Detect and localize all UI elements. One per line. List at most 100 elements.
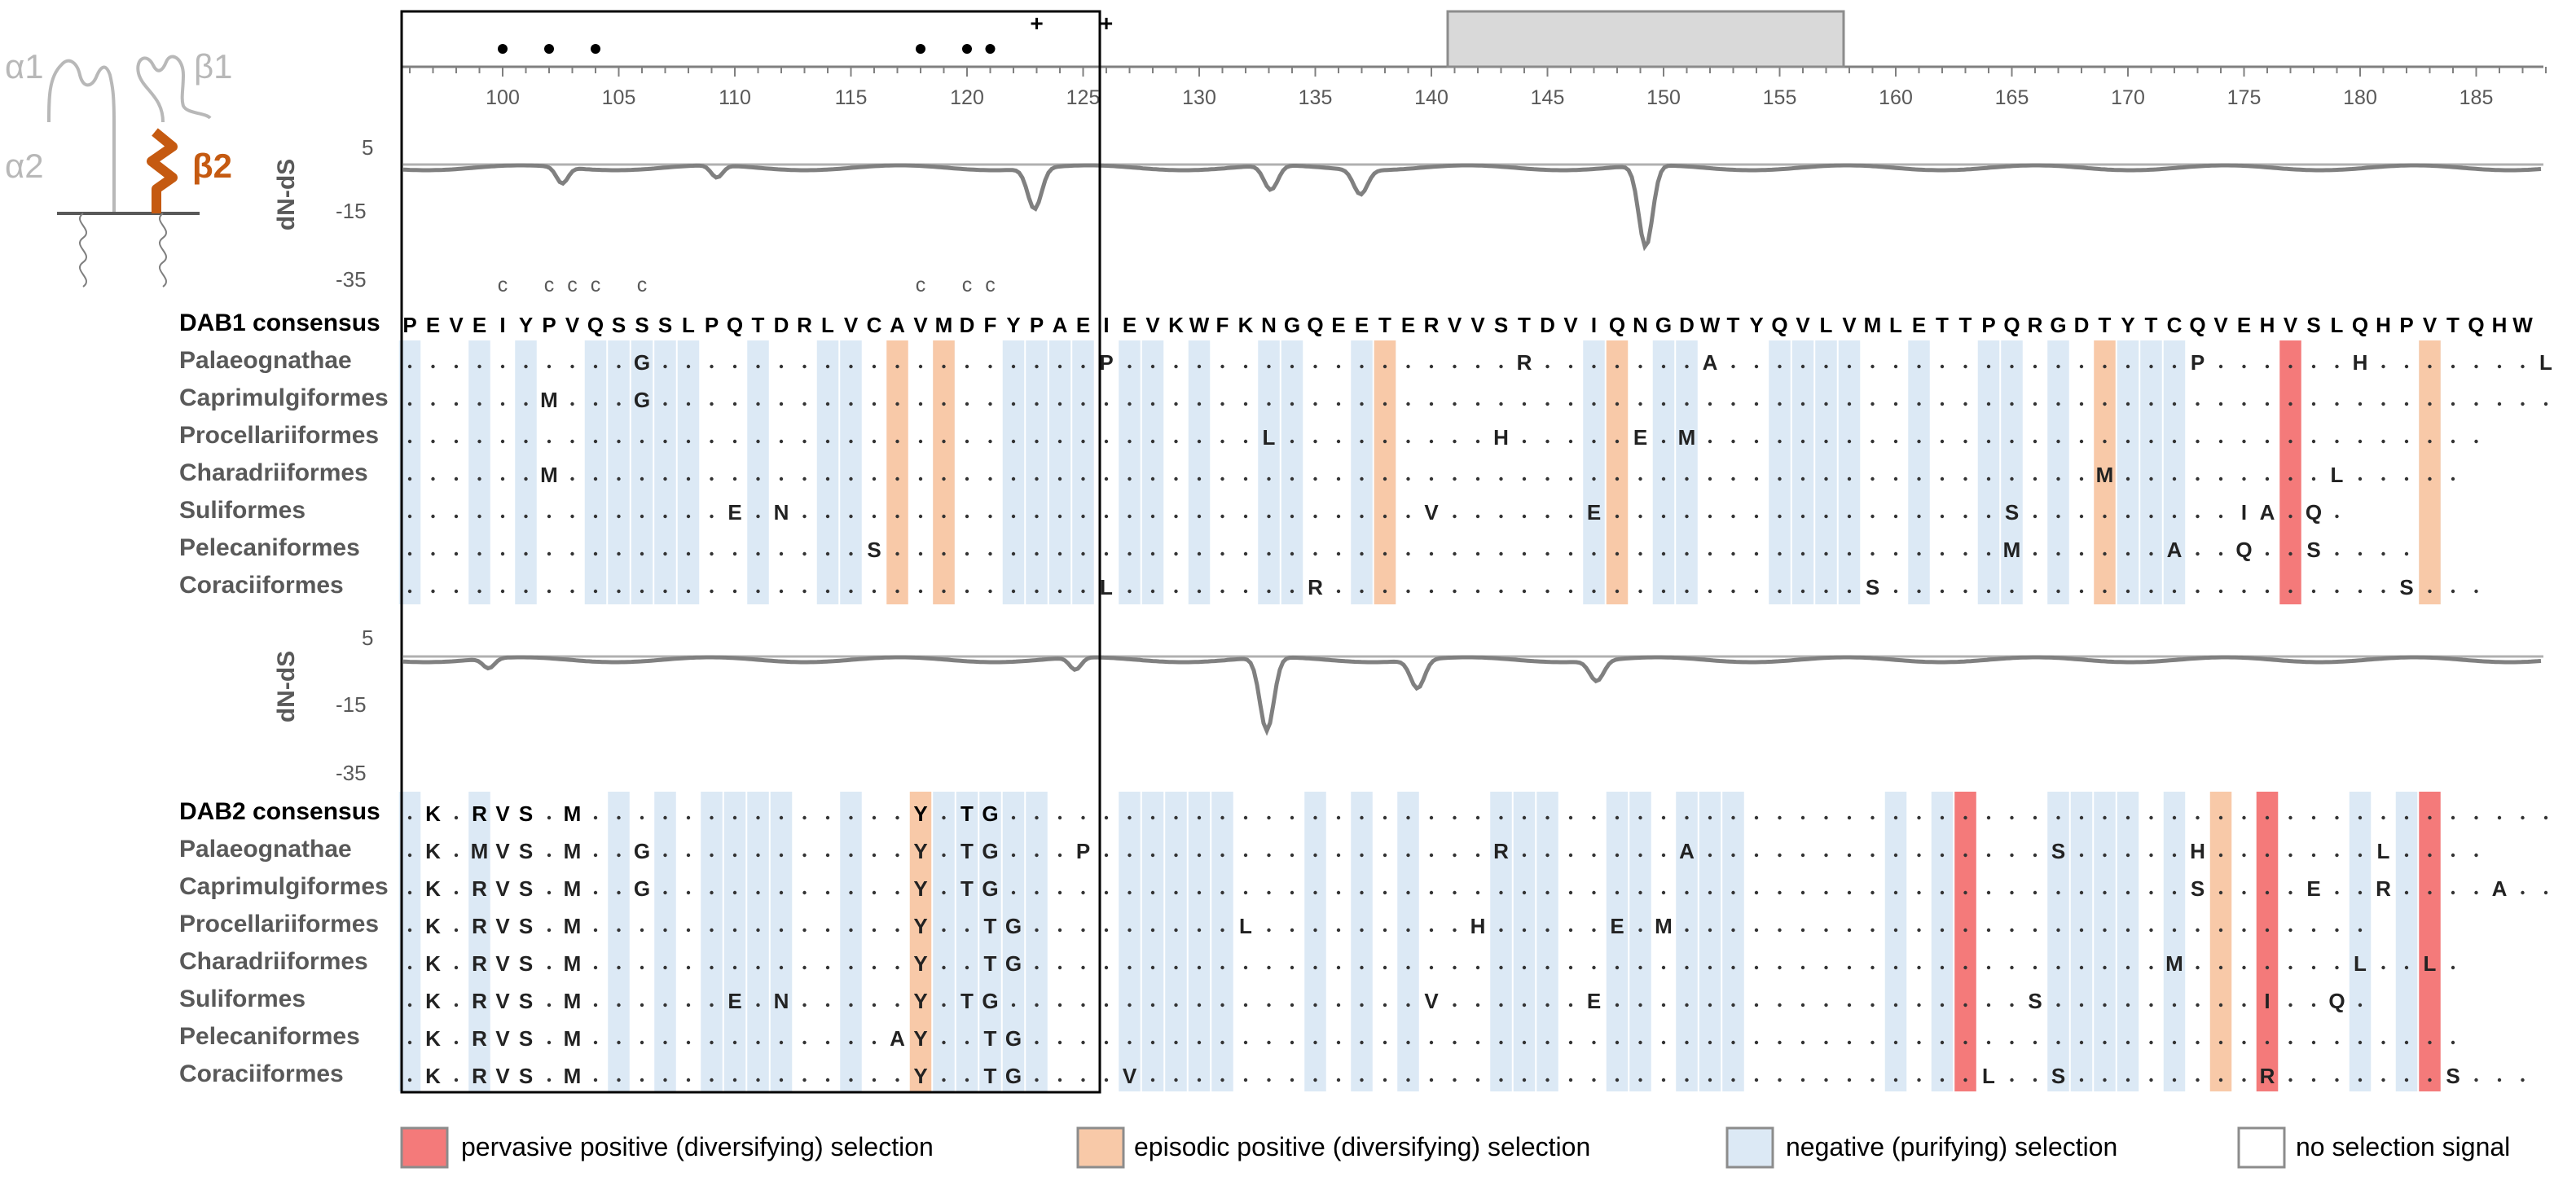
- dab1-row-dot: [2125, 476, 2130, 481]
- dab1-row-dot: [1522, 402, 1527, 406]
- dab1-row-dot: [1522, 476, 1527, 481]
- dab1-row-residue: L: [2331, 463, 2344, 487]
- dab2-row-dot: [1824, 965, 1828, 970]
- dab1-row-dot: [407, 551, 412, 556]
- dab1-row-dot: [2335, 364, 2339, 369]
- dab2-row-dot: [1336, 1003, 1341, 1008]
- dab1-row-dot: [2265, 551, 2270, 556]
- dab2-row-dot: [1429, 853, 1434, 858]
- dab1-consensus-residue: W: [1189, 313, 1210, 337]
- dab2-row-dot: [802, 1003, 807, 1008]
- dab2-row-dot: [1243, 1078, 1248, 1082]
- negative-selection-band: [1606, 792, 1629, 1091]
- dab2-row-dot: [1174, 1003, 1178, 1008]
- dab2-row-dot: [2103, 853, 2107, 858]
- legend-swatches: [400, 1126, 2286, 1169]
- dab2-row-residue: M: [564, 1026, 582, 1051]
- dab1-row-dot: [2196, 514, 2200, 519]
- dab1-row-dot: [570, 402, 574, 406]
- dab2-row-dot: [872, 1040, 877, 1045]
- dab2-row-dot: [1267, 1078, 1271, 1082]
- dab1-row-dot: [1197, 402, 1202, 406]
- dab2-row-dot: [2196, 965, 2200, 970]
- negative-selection-band: [654, 340, 676, 604]
- dab2-row-dot: [1383, 1078, 1387, 1082]
- dab1-row-dot: [1800, 364, 1805, 369]
- dab2-row-label: Pelecaniformes: [179, 1023, 360, 1050]
- dab1-row-label: Suliformes: [179, 497, 306, 524]
- dab1-consensus-residue: L: [682, 313, 695, 337]
- dab2-consensus-dot: [2358, 815, 2363, 820]
- dab1-row-dot: [1731, 402, 1735, 406]
- dab2-consensus-dot: [1313, 815, 1317, 820]
- dab1-row-dot: [1243, 439, 1248, 444]
- dab1-row-dot: [1963, 402, 1967, 406]
- dab2-row-dot: [1661, 890, 1666, 895]
- dab1-row-dot: [1754, 514, 1759, 519]
- dab1-row-dot: [663, 402, 667, 406]
- dab1-row-dot: [1708, 589, 1712, 594]
- dab1-row-dot: [1638, 402, 1642, 406]
- dab1-consensus-residue: N: [1261, 313, 1277, 337]
- dab2-row-dot: [756, 965, 760, 970]
- dab1-row-dot: [2125, 364, 2130, 369]
- dab1-row-dot: [732, 402, 737, 406]
- dab1-consensus-residue: Y: [1749, 313, 1763, 337]
- dab1-row-dot: [2358, 476, 2363, 481]
- dab2-row-dot: [1475, 853, 1480, 858]
- dab2-row-residue: E: [728, 989, 741, 1013]
- dab1-consensus-residue: S: [1494, 313, 1508, 337]
- dab2-row-residue: S: [2028, 989, 2042, 1013]
- dab1-row-dot: [2497, 364, 2502, 369]
- dab2-row-dot: [1685, 1003, 1689, 1008]
- dab1-row-dot: [2265, 476, 2270, 481]
- dab1-row-dot: [1197, 476, 1202, 481]
- dab2-row-dot: [895, 853, 899, 858]
- dab1-row-dot: [1940, 476, 1945, 481]
- dab1-row-dot: [849, 402, 853, 406]
- dab1-row-residue: H: [2353, 350, 2368, 375]
- dab2-row-dot: [710, 965, 714, 970]
- dab2-row-dot: [2288, 890, 2292, 895]
- dab2-row-dot: [1406, 1040, 1410, 1045]
- dab2-row-dot: [1197, 890, 1202, 895]
- dab2-row-dot: [779, 928, 784, 933]
- dab1-row-dot: [988, 514, 992, 519]
- dab1-row-dot: [802, 364, 807, 369]
- dab1-consensus-residue: E: [1331, 313, 1345, 337]
- dab2-consensus-dot: [2033, 815, 2038, 820]
- dab1-row-dot: [1406, 589, 1410, 594]
- contact-site-label: c: [591, 274, 601, 296]
- dab2-row-residue: A: [2492, 876, 2508, 901]
- dab2-row-dot: [1778, 1078, 1782, 1082]
- dab2-row-dot: [1220, 1040, 1224, 1045]
- dab1-row-dot: [2358, 439, 2363, 444]
- dab1-row-dot: [454, 439, 459, 444]
- dab2-row-dot: [1545, 890, 1550, 895]
- dab2-row-dot: [686, 965, 691, 970]
- axis-tick-label: 180: [2343, 86, 2377, 109]
- dab2-row-residue: K: [425, 989, 441, 1013]
- dab1-row-dot: [965, 551, 969, 556]
- dab2-row-dot: [617, 1040, 621, 1045]
- dab2-consensus-dot: [1685, 815, 1689, 820]
- contact-site-label: c: [962, 274, 973, 296]
- dab2-consensus-dot: [942, 815, 946, 820]
- dab2-row-residue: V: [495, 951, 510, 976]
- dab1-row-dot: [686, 402, 691, 406]
- dab1-row-dot: [2103, 589, 2107, 594]
- dab2-row-dot: [2335, 1040, 2339, 1045]
- dab2-row-dot: [407, 853, 412, 858]
- dab1-row-residue: G: [634, 350, 650, 375]
- dab1-consensus-residue: D: [1540, 313, 1555, 337]
- dab2-row-dot: [2265, 890, 2270, 895]
- dab1-row-dot: [756, 402, 760, 406]
- dab2-row-dot: [1406, 1003, 1410, 1008]
- dab2-row-dot: [2381, 1040, 2385, 1045]
- dab2-row-residue: M: [564, 839, 582, 863]
- dab1-row-dot: [570, 589, 574, 594]
- dab1-row-dot: [2172, 402, 2177, 406]
- dab1-row-dot: [2381, 439, 2385, 444]
- dab1-row-dot: [802, 514, 807, 519]
- negative-selection-band: [1188, 792, 1211, 1091]
